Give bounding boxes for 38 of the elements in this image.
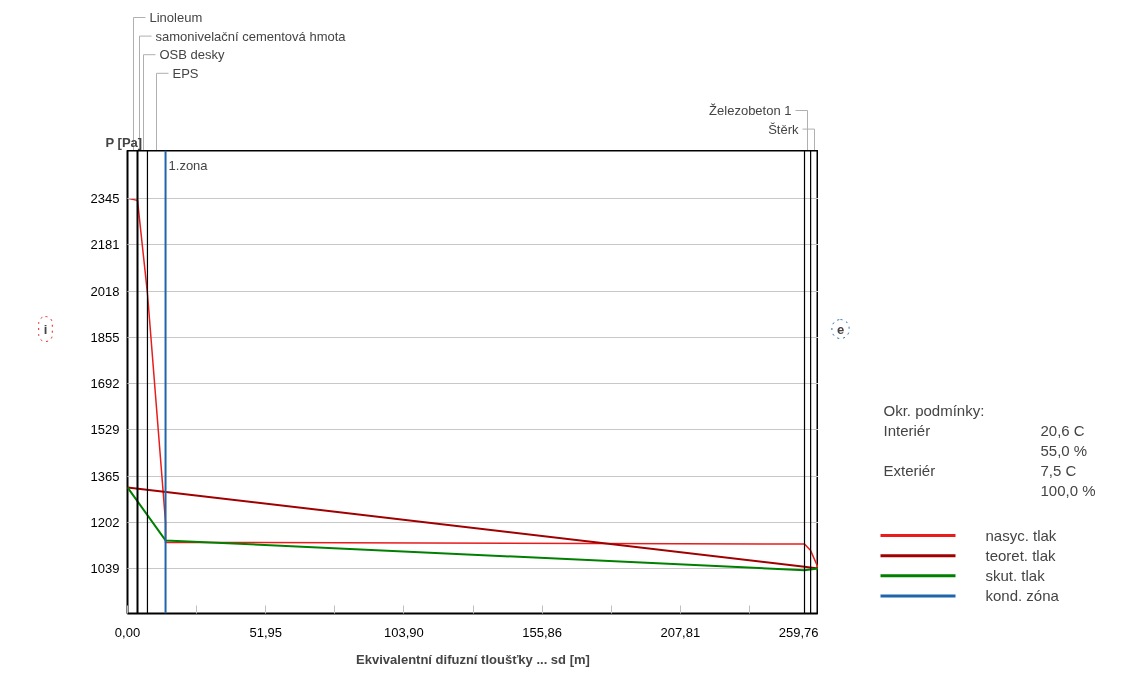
y-tick-label: 2181 bbox=[90, 237, 120, 253]
x-axis-title: Ekvivalentní difuzní tloušťky ... sd [m] bbox=[356, 651, 590, 667]
text: 55,0 % bbox=[1040, 442, 1088, 460]
text: Okr. podmínky: bbox=[883, 401, 985, 419]
text: EPS bbox=[172, 65, 199, 81]
x-tick-label: 0,00 bbox=[114, 624, 141, 640]
y-axis-title: P [Pa] bbox=[105, 135, 143, 150]
text: samonivelační cementová hmota bbox=[155, 28, 347, 44]
text: 20,6 C bbox=[1040, 422, 1085, 440]
y-tick-label: 1692 bbox=[90, 375, 120, 391]
text: Štěrk bbox=[768, 121, 799, 137]
y-tick-label: 1365 bbox=[90, 468, 120, 484]
x-tick-label: 207,81 bbox=[660, 624, 701, 640]
text: e bbox=[836, 321, 845, 337]
text: Interiér bbox=[883, 422, 931, 440]
y-tick-label: 2345 bbox=[90, 190, 120, 206]
y-tick-label: 1855 bbox=[90, 329, 120, 345]
text: Železobeton 1 bbox=[709, 103, 792, 118]
legend-label: nasyc. tlak bbox=[985, 527, 1057, 545]
text: Exteriér bbox=[883, 462, 936, 480]
text: i bbox=[43, 321, 48, 337]
y-tick-label: 1529 bbox=[90, 422, 120, 438]
line-series bbox=[127, 197, 818, 570]
legend-label: skut. tlak bbox=[985, 567, 1046, 585]
legend-label: teoret. tlak bbox=[985, 547, 1057, 565]
x-tick-label: 51,95 bbox=[249, 624, 282, 640]
text: 7,5 C bbox=[1040, 462, 1077, 480]
annotation: 1.zona bbox=[168, 158, 209, 174]
text: OSB desky bbox=[159, 47, 226, 63]
text: Linoleum bbox=[149, 10, 203, 25]
text: 100,0 % bbox=[1040, 482, 1096, 500]
legend-label: kond. zóna bbox=[985, 587, 1060, 605]
y-tick-label: 2018 bbox=[90, 283, 120, 299]
y-tick-label: 1202 bbox=[90, 514, 120, 530]
x-tick-label: 155,86 bbox=[522, 624, 562, 640]
x-tick-label: 103,90 bbox=[384, 624, 424, 640]
x-tick-label: 259,76 bbox=[778, 624, 819, 640]
y-tick-label: 1039 bbox=[90, 560, 120, 576]
